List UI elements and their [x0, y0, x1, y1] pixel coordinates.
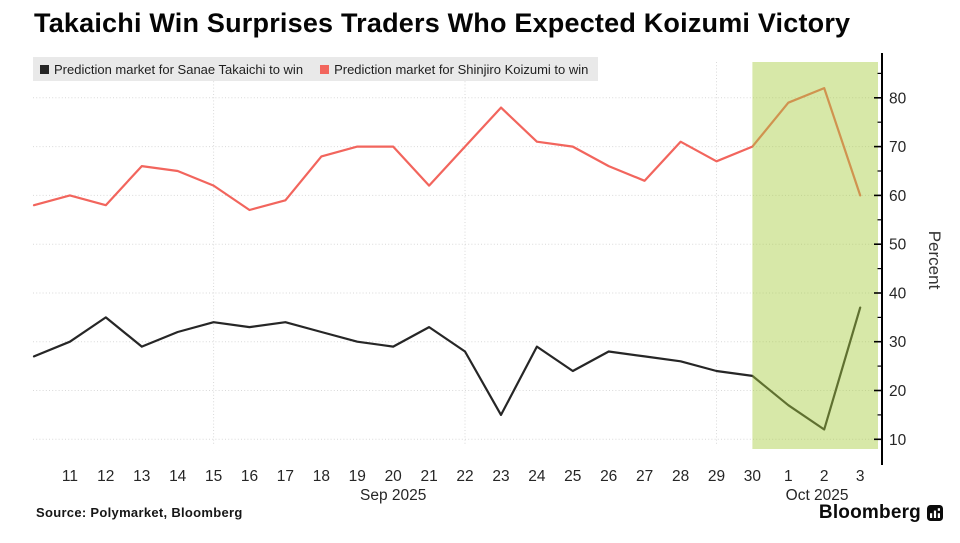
x-tick-label-Sep 30: 30 [744, 468, 762, 485]
y-tick-label-50: 50 [889, 237, 907, 254]
chart-title: Takaichi Win Surprises Traders Who Expec… [34, 8, 851, 38]
bloomberg-wordmark: Bloomberg [818, 502, 921, 523]
x-tick-label-Sep 29: 29 [708, 468, 725, 485]
x-tick-label-Sep 19: 19 [349, 468, 366, 485]
x-tick-label-Sep 20: 20 [385, 468, 403, 485]
x-tick-label-Sep 14: 14 [169, 468, 187, 485]
y-axis: 10 20 30 40 50 60 70 80 [874, 53, 907, 465]
x-tick-label-Sep 17: 17 [277, 468, 294, 485]
series-line-takaichi [32, 306, 862, 431]
y-tick-label-20: 20 [889, 383, 907, 400]
x-tick-label-Oct 3: 3 [856, 468, 865, 485]
y-tick-label-60: 60 [889, 188, 907, 205]
bloomberg-logo: Bloomberg [819, 502, 943, 524]
series-line-koizumi [32, 86, 862, 212]
y-tick-label-40: 40 [889, 286, 907, 303]
x-tick-label-Sep 24: 24 [528, 468, 546, 485]
month-label: Sep 2025 [360, 487, 426, 504]
y-tick-label-80: 80 [889, 90, 907, 107]
month-label: Oct 2025 [786, 487, 849, 504]
legend-item-takaichi: Prediction market for Sanae Takaichi to … [40, 62, 303, 77]
x-tick-label-Sep 28: 28 [672, 468, 689, 485]
legend-label-koizumi: Prediction market for Shinjiro Koizumi t… [334, 61, 589, 77]
koizumi-series-swatch-icon [320, 64, 330, 74]
x-tick-label-Sep 18: 18 [313, 468, 330, 485]
x-tick-label-Oct 2: 2 [820, 468, 829, 485]
x-tick-label-Sep 16: 16 [241, 468, 258, 485]
highlight-region-oct-surprise [752, 62, 878, 449]
horizontal-gridlines [33, 97, 882, 440]
legend-label-takaichi: Prediction market for Sanae Takaichi to … [54, 61, 304, 77]
x-tick-label-Sep 15: 15 [205, 468, 222, 485]
x-tick-label-Sep 26: 26 [600, 468, 617, 485]
x-tick-label-Sep 22: 22 [456, 468, 473, 485]
y-tick-label-10: 10 [889, 432, 907, 449]
x-tick-label-Sep 21: 21 [420, 468, 437, 485]
vertical-gridlines [213, 62, 717, 446]
x-tick-label-Sep 27: 27 [636, 468, 653, 485]
x-axis-labels: 11 12 13 14 15 16 17 18 19 20 21 22 23 24 25 26 27 28 29 30… [62, 468, 865, 504]
bloomberg-chart-icon [927, 505, 943, 521]
legend-item-koizumi: Prediction market for Shinjiro Koizumi t… [320, 62, 588, 77]
y-axis-title: Percent [925, 231, 944, 290]
y-tick-label-30: 30 [889, 334, 907, 351]
x-tick-label-Sep 25: 25 [564, 468, 581, 485]
series-lines [32, 86, 862, 431]
x-tick-label-Sep 12: 12 [97, 468, 114, 485]
x-tick-label-Sep 23: 23 [492, 468, 509, 485]
y-tick-label-70: 70 [889, 139, 907, 156]
takaichi-series-swatch-icon [40, 64, 49, 74]
legend: Prediction market for Sanae Takaichi to … [33, 57, 599, 81]
x-tick-label-Oct 1: 1 [784, 468, 793, 485]
source-note: Source: Polymarket, Bloomberg [36, 505, 243, 520]
x-tick-label-Sep 13: 13 [133, 468, 150, 485]
x-tick-label-Sep 11: 11 [62, 468, 78, 485]
